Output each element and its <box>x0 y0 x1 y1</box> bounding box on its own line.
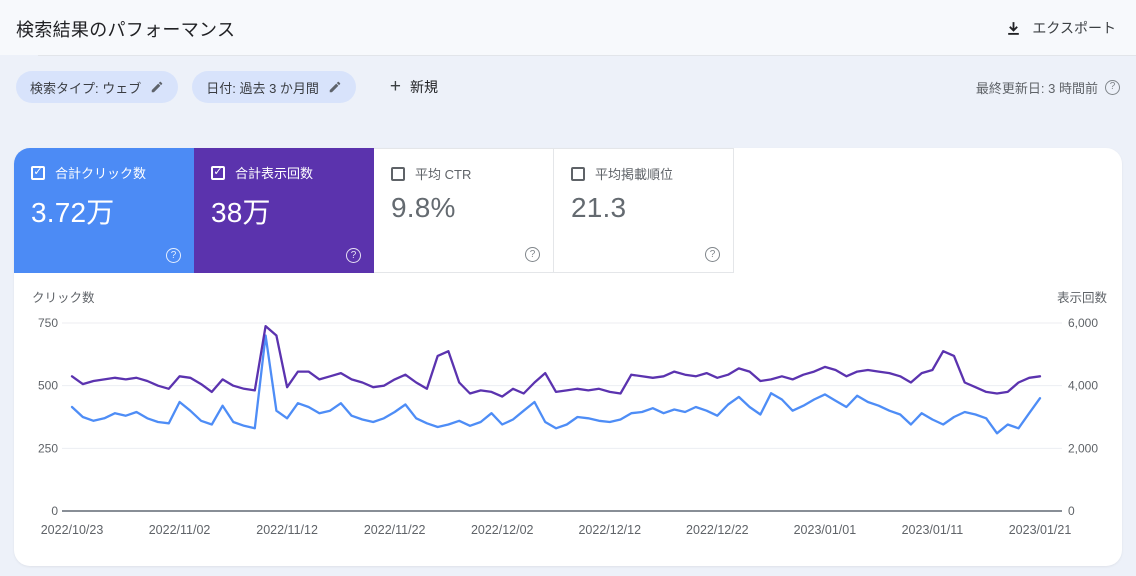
help-icon[interactable]: ? <box>525 247 540 262</box>
export-button[interactable]: エクスポート <box>1001 14 1120 42</box>
checkbox-checked-icon[interactable]: ✓ <box>211 165 225 180</box>
x-axis-tick: 2022/12/12 <box>578 523 641 537</box>
performance-card: ✓ 合計クリック数 3.72万 ? ✓ 合計表示回数 38万 ? 平均 CTR … <box>14 148 1122 566</box>
right-axis-tick: 0 <box>1068 504 1075 518</box>
impressions-line[interactable] <box>70 324 1042 398</box>
metric-card-average-ctr[interactable]: 平均 CTR 9.8% ? <box>374 148 554 273</box>
x-axis-tick: 2023/01/11 <box>902 523 964 537</box>
metric-value: 21.3 <box>571 192 627 223</box>
right-axis-tick: 6,000 <box>1068 316 1098 330</box>
left-axis-title: クリック数 <box>32 290 95 305</box>
help-icon[interactable]: ? <box>166 248 181 263</box>
filter-chip-date[interactable]: 日付: 過去 3 か月間 <box>192 71 356 103</box>
download-icon <box>1005 20 1022 37</box>
metric-card-total-clicks[interactable]: ✓ 合計クリック数 3.72万 ? <box>14 148 194 273</box>
metric-label: 平均 CTR <box>415 167 472 182</box>
last-updated: 最終更新日: 3 時間前 ? <box>976 78 1120 97</box>
x-axis-tick: 2022/10/23 <box>41 523 104 537</box>
metric-card-average-position[interactable]: 平均掲載順位 21.3 ? <box>554 148 734 273</box>
metric-value: 3.72万 <box>31 197 115 228</box>
right-axis-tick: 4,000 <box>1068 379 1098 393</box>
help-icon[interactable]: ? <box>346 248 361 263</box>
checkbox-unchecked-icon[interactable] <box>391 166 405 181</box>
checkbox-unchecked-icon[interactable] <box>571 166 585 181</box>
filter-row: 検索タイプ: ウェブ 日付: 過去 3 か月間 + 新規 最終更新日: 3 時間… <box>16 70 1120 104</box>
x-axis-tick: 2022/11/02 <box>149 523 211 537</box>
x-axis-tick: 2022/11/12 <box>256 523 318 537</box>
export-label: エクスポート <box>1032 20 1116 36</box>
metric-cards-row: ✓ 合計クリック数 3.72万 ? ✓ 合計表示回数 38万 ? 平均 CTR … <box>14 148 1122 273</box>
left-axis-tick: 0 <box>51 504 58 518</box>
line-chart[interactable]: クリック数 表示回数 750 6,000 500 4,000 250 2,000 0 0 2022/… <box>14 288 1122 558</box>
metric-label: 合計表示回数 <box>235 166 314 181</box>
x-axis-tick: 2023/01/01 <box>794 523 857 537</box>
performance-chart[interactable]: クリック数 表示回数 750 6,000 500 4,000 250 2,000 0 0 2022/… <box>14 288 1122 558</box>
page-title: 検索結果のパフォーマンス <box>16 20 236 40</box>
metric-card-total-impressions[interactable]: ✓ 合計表示回数 38万 ? <box>194 148 374 273</box>
metric-value: 9.8% <box>391 192 456 223</box>
right-axis-title: 表示回数 <box>1057 290 1108 305</box>
header-divider <box>38 55 1136 56</box>
x-axis-tick: 2022/12/02 <box>471 523 534 537</box>
pencil-icon[interactable] <box>328 80 342 94</box>
checkbox-checked-icon[interactable]: ✓ <box>31 165 45 180</box>
new-filter-button[interactable]: + 新規 <box>382 71 446 103</box>
help-icon[interactable]: ? <box>705 247 720 262</box>
pencil-icon[interactable] <box>150 80 164 94</box>
last-updated-text: 最終更新日: 3 時間前 <box>975 80 1098 96</box>
clicks-line[interactable] <box>70 334 1042 435</box>
metric-value: 38万 <box>211 197 271 228</box>
filter-chip-label: 検索タイプ: ウェブ <box>30 80 142 96</box>
left-axis-tick: 250 <box>38 441 58 455</box>
metric-label: 合計クリック数 <box>55 166 147 181</box>
plus-icon: + <box>389 76 402 97</box>
left-axis-tick: 750 <box>38 316 58 330</box>
help-icon[interactable]: ? <box>1105 79 1120 95</box>
x-axis-tick: 2022/12/22 <box>686 523 749 537</box>
filter-chip-label: 日付: 過去 3 か月間 <box>206 80 319 96</box>
x-axis-tick: 2023/01/21 <box>1009 523 1072 537</box>
x-axis-tick: 2022/11/22 <box>364 523 426 537</box>
new-filter-label: 新規 <box>410 79 439 95</box>
metric-label: 平均掲載順位 <box>595 167 674 182</box>
filter-chip-search-type[interactable]: 検索タイプ: ウェブ <box>16 71 179 103</box>
left-axis-tick: 500 <box>38 379 58 393</box>
right-axis-tick: 2,000 <box>1068 441 1098 455</box>
header-band <box>0 0 1136 55</box>
